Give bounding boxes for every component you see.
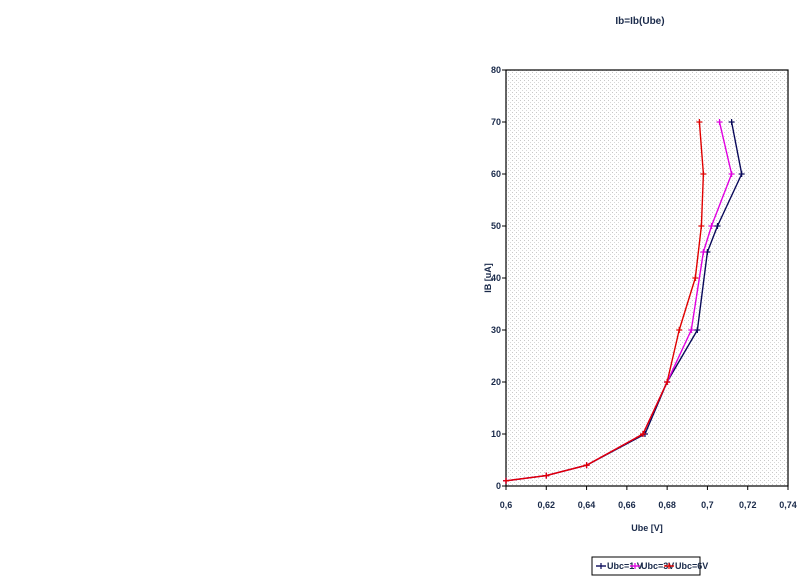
y-tick-label: 20 (491, 377, 501, 387)
data-point (676, 327, 683, 333)
y-tick-label: 40 (491, 273, 501, 283)
x-tick-label: 0,72 (739, 500, 757, 510)
x-tick-label: 0,68 (658, 500, 676, 510)
data-point (700, 249, 707, 255)
x-axis: 0,6 0,62 0,64 0,66 0,68 0,7 0,72 0,74 (500, 486, 797, 510)
x-axis-label: Ube [V] (631, 523, 663, 533)
series-line-3 (505, 121, 705, 482)
data-point (696, 119, 703, 125)
data-point (700, 171, 707, 177)
data-point (714, 223, 721, 229)
x-tick-label: 0,74 (779, 500, 797, 510)
chart-title: Ib=Ib(Ube) (615, 16, 664, 27)
y-tick-label: 80 (491, 65, 501, 75)
data-point (738, 171, 745, 177)
data-point (708, 223, 715, 229)
y-tick-label: 30 (491, 325, 501, 335)
y-tick-label: 10 (491, 429, 501, 439)
data-point (716, 119, 723, 125)
legend-label: Ubc=3V (641, 561, 674, 571)
data-point (583, 462, 590, 469)
data-point (639, 431, 646, 437)
data-point (728, 119, 735, 125)
x-tick-label: 0,64 (578, 500, 596, 510)
legend-item: Ubc=1 V (596, 561, 643, 571)
data-point (688, 327, 695, 333)
data-point (728, 171, 735, 177)
legend-item: Ubc=6V (664, 561, 708, 571)
x-tick-label: 0,66 (618, 500, 636, 510)
data-point (692, 275, 699, 281)
legend-label: Ubc=6V (675, 561, 708, 571)
data-point (503, 477, 509, 484)
data-point (698, 223, 705, 229)
data-point (664, 379, 671, 385)
x-tick-label: 0,6 (500, 500, 513, 510)
x-tick-label: 0,62 (538, 500, 556, 510)
y-tick-label: 60 (491, 169, 501, 179)
series-lines (503, 119, 745, 484)
y-axis-label: IB [uA] (483, 263, 493, 293)
y-tick-label: 0 (496, 481, 501, 491)
legend-box (591, 556, 701, 576)
plot-area (505, 69, 789, 487)
data-point (694, 327, 701, 333)
legend-item: Ubc=3V (630, 561, 674, 571)
y-tick-label: 50 (491, 221, 501, 231)
data-point (543, 472, 550, 479)
y-tick-label: 70 (491, 117, 501, 127)
y-axis: 0 10 20 30 40 50 60 70 80 (491, 65, 506, 491)
legend-label: Ubc=1 V (607, 561, 643, 571)
x-tick-label: 0,7 (701, 500, 714, 510)
